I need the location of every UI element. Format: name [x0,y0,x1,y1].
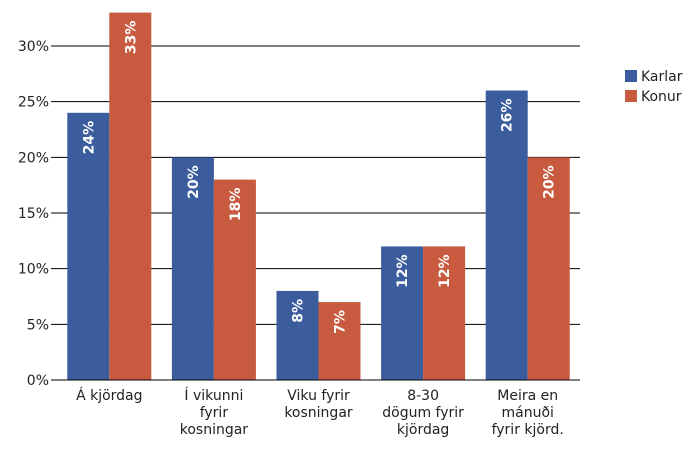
x-tick-label-line: Meira en [497,388,558,404]
x-tick-label-line: 8-30 [407,388,439,404]
y-tick-label: 10% [18,262,49,278]
bar [171,157,214,380]
x-tick-label-line: kosningar [180,422,249,438]
x-tick-label-line: kosningar [284,405,353,421]
value-label: 18% [228,188,244,222]
bar [213,179,256,380]
bar [109,12,152,380]
value-label: 20% [542,165,558,199]
value-label: 33% [123,21,139,55]
x-tick-label-line: fyrir kjörd. [492,422,564,438]
x-tick-label-line: dögum fyrir [382,405,464,421]
y-tick-label: 0% [27,373,49,389]
x-tick-label-line: kjördag [397,422,449,438]
value-label: 12% [437,254,453,288]
value-label: 7% [333,310,349,334]
value-label: 20% [186,165,202,199]
value-label: 24% [81,121,97,155]
value-label: 8% [291,299,307,323]
bar [485,90,528,381]
x-tick-label-line: Á kjördag [76,387,142,404]
bar [67,112,110,381]
y-tick-label: 25% [18,95,49,111]
bar [381,246,424,380]
legend-label: Konur [641,89,682,105]
x-tick-label: Meira en mánuði fyrir kjörd. [492,388,564,438]
x-tick-label-line: Í vikunni [184,387,243,404]
legend-label: Karlar [641,69,683,85]
legend-swatch [625,90,637,102]
value-label: 26% [500,99,516,133]
x-tick-label-line: fyrir [200,405,229,421]
x-tick-label: Á kjördag [76,387,142,404]
bar [318,302,361,380]
x-tick-label: 8-30 dögum fyrir kjördag [382,388,464,438]
y-tick-label: 5% [27,317,49,333]
bar [527,157,570,380]
bar [276,290,319,380]
x-tick-label: Í vikunni fyrir kosningar [180,387,249,438]
bar [423,246,466,380]
x-tick-label-line: Viku fyrir [287,388,350,404]
x-tick-label: Viku fyrir kosningar [284,388,353,421]
y-tick-label: 30% [18,39,49,55]
value-label: 12% [395,254,411,288]
legend-swatch [625,70,637,82]
x-tick-label-line: mánuði [501,405,553,421]
y-tick-label: 15% [18,206,49,222]
y-tick-label: 20% [18,150,49,166]
